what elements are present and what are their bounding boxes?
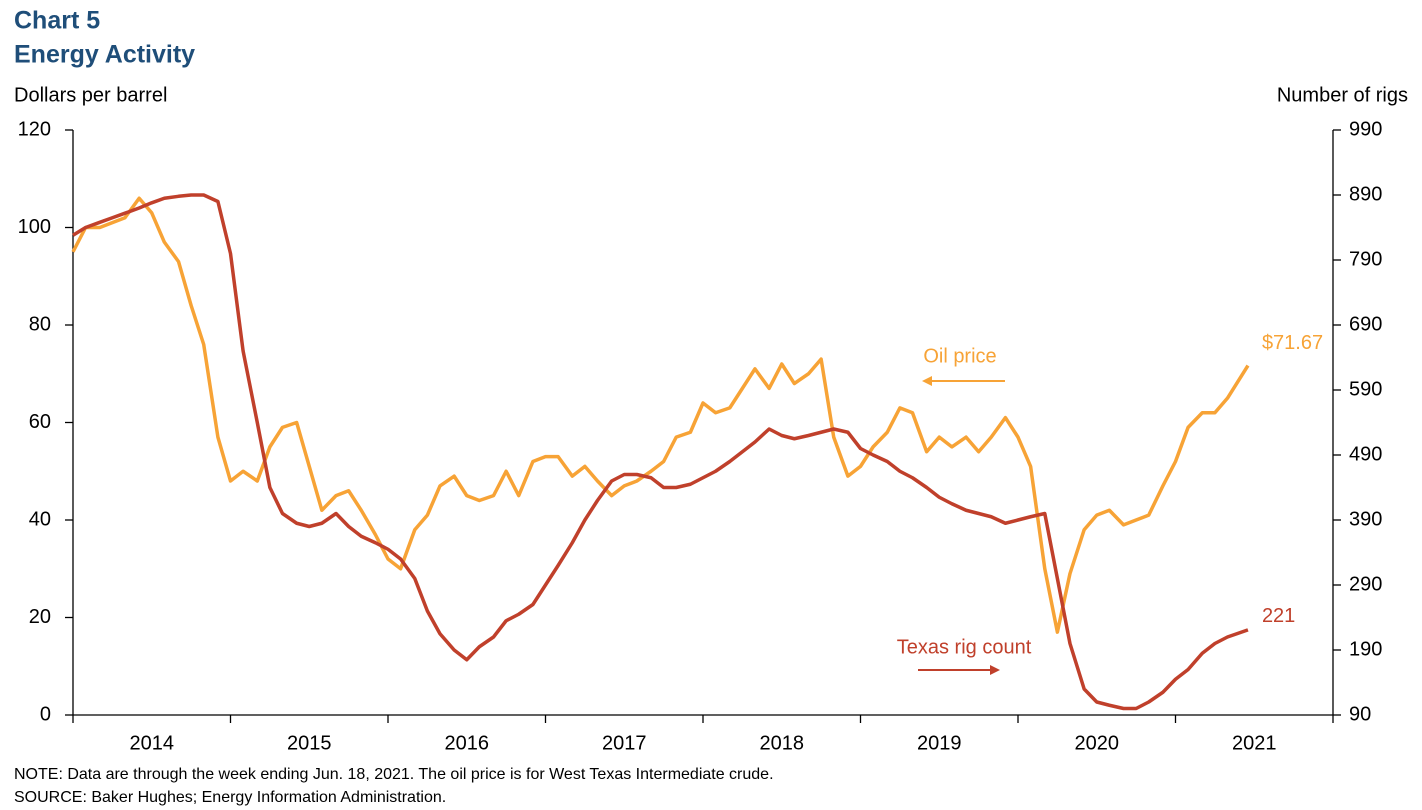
y2-tick-label: 790 [1349,248,1382,270]
end-label: $71.67 [1262,332,1323,354]
y-tick-label: 0 [40,703,51,725]
x-tick-label: 2021 [1232,732,1277,754]
series-line [71,196,1250,634]
chart-title: Chart 5 [14,7,100,35]
y-tick-label: 60 [29,411,51,433]
series-line [72,193,1249,711]
y2-tick-label: 590 [1349,378,1382,400]
oil-annotation: Oil price [923,345,996,367]
y2-tick-label: 290 [1349,573,1382,595]
y2-tick-label: 990 [1349,118,1382,140]
y2-tick-label: 390 [1349,508,1382,530]
note: NOTE: Data are through the week ending J… [14,766,774,783]
rig-arrowhead [990,665,1000,675]
source: SOURCE: Baker Hughes; Energy Information… [14,789,446,806]
chart-subtitle: Energy Activity [14,41,195,69]
x-tick-label: 2019 [917,732,962,754]
y-tick-label: 100 [18,216,51,238]
x-tick-label: 2016 [445,732,490,754]
y2-axis-title: Number of rigs [1277,84,1408,106]
y2-tick-label: 690 [1349,313,1382,335]
rig-annotation: Texas rig count [897,636,1032,658]
y2-tick-label: 490 [1349,443,1382,465]
y-tick-label: 120 [18,118,51,140]
x-tick-label: 2017 [602,732,647,754]
x-tick-label: 2020 [1075,732,1120,754]
end-label: 221 [1262,605,1295,627]
y2-tick-label: 190 [1349,638,1382,660]
oil-arrowhead [922,376,932,386]
x-tick-label: 2014 [130,732,175,754]
x-tick-label: 2015 [287,732,332,754]
x-tick-label: 2018 [760,732,805,754]
y-tick-label: 20 [29,606,51,628]
y2-tick-label: 90 [1349,703,1371,725]
y-tick-label: 40 [29,508,51,530]
y-tick-label: 80 [29,313,51,335]
y-axis-title: Dollars per barrel [14,84,167,106]
y2-tick-label: 890 [1349,183,1382,205]
